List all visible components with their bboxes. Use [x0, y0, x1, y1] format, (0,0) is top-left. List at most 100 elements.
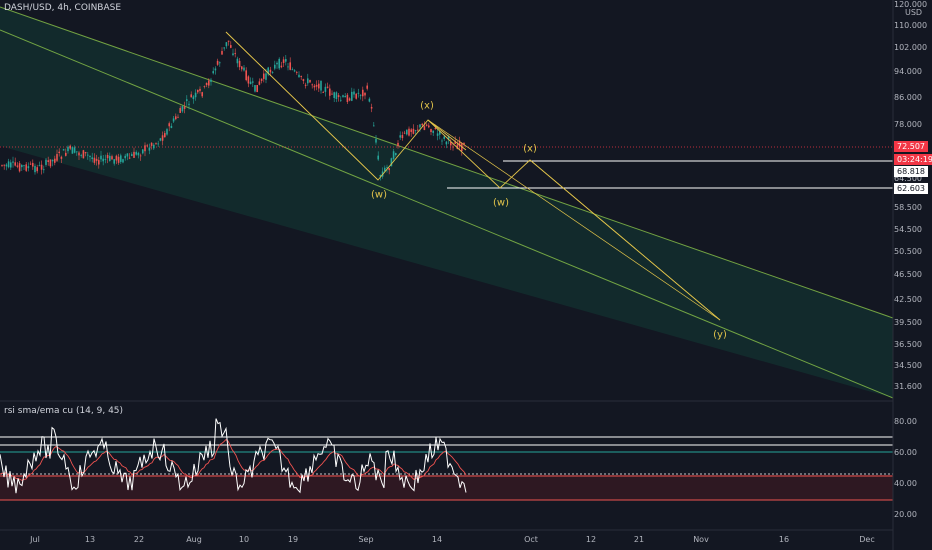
- wave-label-w2: (w): [493, 197, 509, 209]
- candle-body: [117, 156, 120, 163]
- candle-body: [56, 154, 58, 161]
- candle-body: [368, 98, 371, 102]
- candle-body: [12, 161, 14, 163]
- candle-body: [219, 62, 221, 64]
- candle-body: [452, 146, 454, 148]
- candle-body: [456, 144, 459, 150]
- candlesticks: [1, 40, 465, 181]
- price-tick: 36.500: [894, 340, 922, 349]
- candle-body: [14, 162, 16, 166]
- price-tick: 31.600: [894, 382, 922, 391]
- time-label: 14: [431, 535, 443, 544]
- candle-body: [377, 155, 379, 160]
- candle-body: [399, 135, 401, 138]
- candle-body: [254, 85, 256, 92]
- descending-channel-fill: [0, 7, 893, 398]
- candle-body: [139, 155, 142, 157]
- rsi-indicator-title[interactable]: rsi sma/ema cu (14, 9, 45): [4, 406, 124, 416]
- candle-body: [280, 65, 283, 68]
- price-tick: 42.500: [894, 295, 922, 304]
- candle-body: [113, 159, 115, 164]
- candle-body: [430, 129, 432, 133]
- candle-body: [252, 81, 254, 83]
- candle-body: [450, 141, 452, 146]
- level-tag-lower: 62.603: [894, 183, 928, 194]
- candle-body: [172, 118, 175, 122]
- bar-countdown-tag: 03:24:19: [894, 154, 932, 165]
- candle-body: [21, 164, 23, 168]
- candle-body: [95, 158, 98, 161]
- candle-body: [355, 93, 357, 99]
- candle-body: [307, 78, 309, 84]
- candle-body: [309, 79, 311, 83]
- candle-body: [238, 60, 241, 68]
- channel-lower-line: [0, 29, 894, 399]
- candle-body: [183, 106, 186, 109]
- candle-body: [340, 99, 342, 101]
- candle-body: [287, 66, 289, 68]
- candle-body: [300, 76, 302, 77]
- candle-body: [34, 165, 36, 173]
- wave-label-x2: (x): [523, 143, 537, 155]
- time-label: 10: [238, 535, 250, 544]
- candle-body: [80, 155, 82, 156]
- time-label: Sep: [358, 535, 374, 544]
- candle-body: [69, 145, 71, 149]
- time-label: 22: [133, 535, 145, 544]
- time-label: 21: [633, 535, 645, 544]
- candle-body: [199, 88, 201, 91]
- candle-body: [51, 159, 54, 162]
- candle-body: [304, 84, 307, 86]
- candle-body: [43, 169, 45, 171]
- candle-body: [100, 155, 102, 160]
- symbol-title[interactable]: DASH/USD, 4h, COINBASE: [4, 3, 122, 13]
- time-label: Nov: [693, 535, 709, 544]
- candle-body: [232, 53, 234, 56]
- candle-body: [379, 174, 382, 177]
- price-tick: 110.000: [894, 21, 928, 30]
- candle-body: [241, 66, 243, 70]
- candle-body: [392, 151, 395, 159]
- candle-body: [395, 153, 397, 156]
- candle-body: [27, 166, 30, 169]
- candle-body: [293, 70, 296, 72]
- candle-body: [135, 152, 137, 155]
- wave-label-w1: (w): [371, 189, 387, 201]
- candle-body: [454, 141, 456, 144]
- candle-body: [351, 91, 353, 101]
- candle-body: [159, 138, 162, 141]
- candle-body: [186, 99, 188, 101]
- candle-body: [423, 126, 426, 131]
- candle-body: [65, 152, 67, 156]
- candle-body: [276, 62, 278, 65]
- candle-body: [216, 60, 219, 65]
- candle-body: [18, 163, 21, 172]
- candle-body: [128, 157, 131, 159]
- candle-body: [366, 85, 368, 89]
- wave-label-x1: (x): [420, 100, 434, 112]
- candle-body: [362, 89, 364, 97]
- price-tick: 102.000: [894, 43, 928, 52]
- candle-body: [414, 130, 417, 131]
- candle-body: [311, 84, 313, 86]
- candle-body: [282, 59, 285, 63]
- candle-body: [269, 69, 272, 73]
- price-tick: 39.500: [894, 318, 922, 327]
- candle-body: [190, 94, 192, 98]
- candle-body: [91, 157, 93, 160]
- candle-body: [142, 149, 144, 154]
- candle-body: [49, 159, 52, 167]
- candle-body: [271, 72, 274, 74]
- candle-body: [188, 103, 190, 105]
- currency-label: USD: [905, 8, 923, 17]
- candle-body: [320, 80, 322, 91]
- candle-body: [98, 160, 100, 165]
- candle-body: [410, 129, 412, 132]
- candle-body: [329, 88, 331, 96]
- candle-body: [106, 155, 109, 159]
- candle-body: [175, 116, 177, 120]
- candle-body: [318, 83, 320, 89]
- candle-body: [359, 94, 362, 96]
- time-label: Oct: [524, 535, 538, 544]
